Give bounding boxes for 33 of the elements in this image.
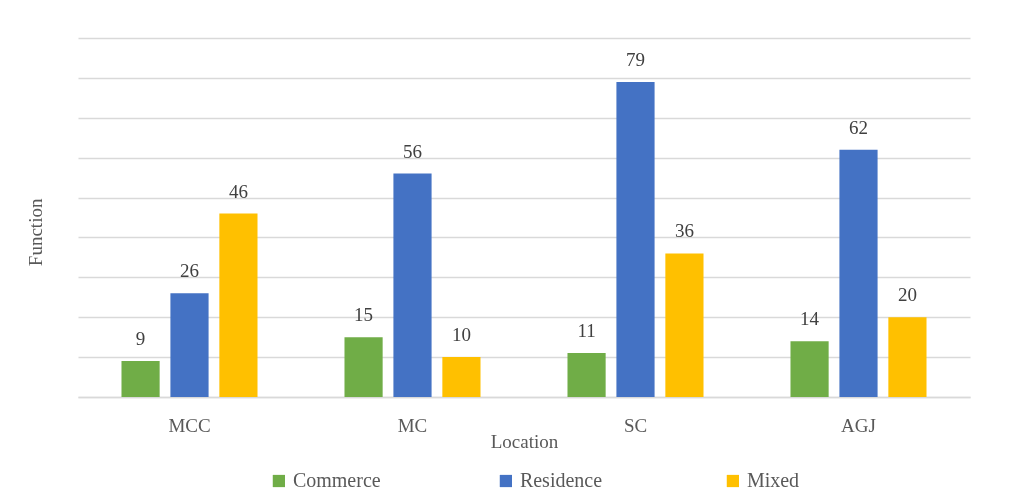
data-label: 15 <box>354 304 374 326</box>
data-label: 14 <box>800 308 820 330</box>
x-tick-label: MCC <box>168 414 211 436</box>
x-tick-label: MC <box>397 414 428 436</box>
legend-label: Mixed <box>746 469 800 491</box>
legend-label: Commerce <box>292 469 381 491</box>
x-tick-label: SC <box>623 414 648 436</box>
y-axis-title: Function <box>24 198 46 267</box>
bar <box>888 317 927 397</box>
bar <box>219 213 258 397</box>
data-label: 36 <box>674 220 694 242</box>
bar <box>665 253 704 397</box>
bar <box>121 361 160 397</box>
bar <box>170 293 209 397</box>
x-tick-label: AGJ <box>841 414 876 436</box>
data-label: 56 <box>403 140 422 162</box>
data-label: 10 <box>451 324 471 346</box>
bar <box>393 173 432 397</box>
bar <box>616 81 655 397</box>
x-axis-title: Location <box>490 430 559 452</box>
data-label: 62 <box>849 116 868 138</box>
bar <box>790 341 829 397</box>
data-label: 46 <box>228 180 248 202</box>
bar <box>567 353 606 397</box>
data-label: 26 <box>180 260 199 282</box>
bar <box>344 337 383 397</box>
data-label: 79 <box>626 48 645 70</box>
data-label: 11 <box>577 320 596 342</box>
data-label: 9 <box>135 328 146 350</box>
data-label: 20 <box>897 284 917 306</box>
bar <box>442 357 481 397</box>
legend-label: Residence <box>519 469 603 491</box>
bar <box>839 149 878 397</box>
